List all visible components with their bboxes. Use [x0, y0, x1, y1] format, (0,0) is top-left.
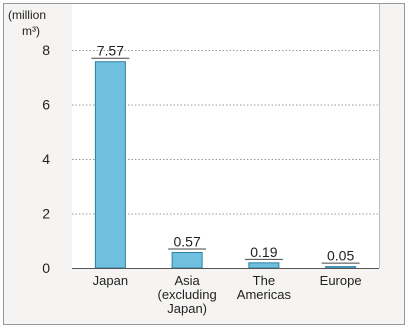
y-tick-label: 8 [42, 42, 50, 58]
x-tick-label: Japan) [167, 301, 207, 316]
y-axis-ticks: 0 2 4 6 8 [42, 42, 50, 276]
x-tick-label: Europe [320, 273, 362, 288]
y-tick-label: 4 [42, 151, 50, 167]
data-label: 0.57 [174, 233, 201, 249]
y-tick-label: 2 [42, 206, 50, 222]
x-tick-label: The [253, 273, 275, 288]
y-unit-label-line-1: (million [8, 8, 46, 22]
bar-4 [325, 266, 357, 269]
bar-3 [248, 262, 280, 269]
data-label: 7.57 [97, 43, 124, 59]
bars: 7.57 0.57 0.19 0.05 [91, 43, 360, 269]
x-tick-label: (excluding [157, 287, 216, 302]
y-tick-label: 0 [42, 260, 50, 276]
grid-lines [72, 50, 379, 215]
y-unit-label-line-2: m³) [22, 24, 40, 38]
bar-2 [171, 251, 203, 269]
data-label: 0.05 [327, 248, 354, 264]
y-tick-label: 6 [42, 97, 50, 113]
x-tick-label: Asia [174, 273, 200, 288]
data-label: 0.19 [250, 244, 277, 260]
x-tick-label: Japan [93, 273, 128, 288]
x-tick-label: Americas [237, 287, 292, 302]
bar-1 [94, 61, 126, 269]
